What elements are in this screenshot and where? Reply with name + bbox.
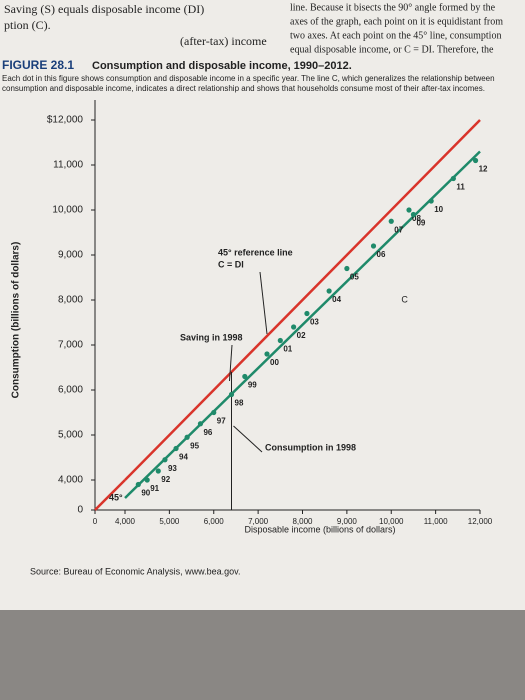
x-tick-label: 7,000 xyxy=(248,517,269,526)
data-point xyxy=(291,324,297,330)
point-label: 05 xyxy=(350,273,359,282)
point-label: 90 xyxy=(141,489,150,498)
data-point xyxy=(135,481,141,488)
x-tick-label: 0 xyxy=(93,517,98,526)
point-label: 03 xyxy=(310,318,319,327)
point-label: 12 xyxy=(479,165,488,174)
y-tick-label: 4,000 xyxy=(58,475,83,486)
point-label: 00 xyxy=(270,358,279,367)
point-label: 09 xyxy=(416,219,425,228)
data-point xyxy=(155,468,161,474)
book-page xyxy=(0,0,525,610)
page-text: axes of the graph, each point on it is e… xyxy=(290,16,503,27)
point-label: 97 xyxy=(217,417,226,426)
point-label: 04 xyxy=(332,295,341,304)
data-point xyxy=(326,288,332,294)
point-label: 92 xyxy=(161,475,170,484)
point-label: 10 xyxy=(434,205,443,214)
data-point xyxy=(144,477,150,483)
data-point xyxy=(277,337,283,344)
page-text: line. Because it bisects the 90° angle f… xyxy=(290,2,496,13)
y-tick-label: 9,000 xyxy=(58,250,83,261)
y-tick-label: 10,000 xyxy=(52,205,83,216)
x-tick-label: 11,000 xyxy=(424,517,448,526)
y-tick-label: 7,000 xyxy=(58,340,83,351)
pointer xyxy=(259,271,268,335)
data-point xyxy=(264,351,270,357)
series-line xyxy=(124,150,481,499)
series-line xyxy=(124,119,481,481)
point-label: 11 xyxy=(456,183,465,192)
data-point xyxy=(228,391,235,398)
data-point xyxy=(197,421,204,427)
y-tick-label: 11,000 xyxy=(53,160,83,171)
page-text: ption (C). xyxy=(4,18,51,32)
y-tick-label: 6,000 xyxy=(58,385,83,396)
legend-label: C xyxy=(401,294,408,304)
annotation: 45° xyxy=(109,492,123,502)
y-tick-label: 0 xyxy=(77,505,83,516)
point-label: 07 xyxy=(394,225,403,234)
annotation: Consumption in 1998 xyxy=(265,442,356,452)
point-label: 91 xyxy=(150,484,159,493)
x-tick-label: 9,000 xyxy=(337,517,358,526)
point-label: 94 xyxy=(179,453,188,462)
legend-label: C = DI xyxy=(218,259,244,269)
x-tick-label: 5,000 xyxy=(159,517,180,526)
origin-line xyxy=(94,479,126,511)
x-tick-label: 8,000 xyxy=(292,517,313,526)
data-point xyxy=(406,207,412,213)
page-text: two axes. At each point on the 45° line,… xyxy=(290,30,501,41)
y-axis-label: Consumption (billions of dollars) xyxy=(11,242,22,399)
caption-box: Each dot in this figure shows consumptio… xyxy=(2,74,495,93)
data-point xyxy=(211,409,217,416)
data-point xyxy=(388,218,394,224)
x-tick-label: 10,000 xyxy=(379,517,404,526)
x-tick-label: 12,000 xyxy=(468,517,493,526)
x-tick-label: 6,000 xyxy=(204,517,225,526)
point-label: 98 xyxy=(235,399,244,408)
data-point xyxy=(428,198,434,204)
figure-title: Consumption and disposable income, 1990–… xyxy=(92,60,352,72)
annotation: 45° reference line xyxy=(218,247,293,257)
data-point xyxy=(410,211,417,218)
data-point xyxy=(162,457,168,463)
data-point xyxy=(450,175,456,182)
x-tick-label: 4,000 xyxy=(115,517,136,526)
annotation: Saving in 1998 xyxy=(180,332,243,342)
point-label: 08 xyxy=(412,214,421,223)
point-label: 96 xyxy=(203,428,212,437)
point-label: 93 xyxy=(168,464,177,473)
y-tick-label: $12,000 xyxy=(47,115,84,126)
point-label: 06 xyxy=(377,250,386,259)
data-point xyxy=(184,434,190,440)
data-point xyxy=(242,373,248,380)
point-label: 95 xyxy=(190,441,199,450)
pointer xyxy=(233,425,263,453)
point-label: 99 xyxy=(248,381,257,390)
y-tick-label: 8,000 xyxy=(58,295,83,306)
caption: Each dot in this figure shows consumptio… xyxy=(2,74,495,93)
data-point xyxy=(370,243,377,249)
data-point xyxy=(173,445,179,452)
page-text: Saving (S) equals disposable income (DI) xyxy=(4,2,204,16)
data-point xyxy=(472,157,479,164)
figure-number: FIGURE 28.1 xyxy=(2,58,74,72)
point-label: 02 xyxy=(297,331,306,340)
page-text: (after-tax) income xyxy=(180,34,267,48)
page-text: equal disposable income, or C = DI. Ther… xyxy=(290,44,494,55)
x-axis-label: Disposable income (billions of dollars) xyxy=(244,524,395,534)
data-point xyxy=(344,265,350,272)
data-point xyxy=(304,310,310,317)
pointer xyxy=(229,344,233,382)
y-tick-label: 5,000 xyxy=(58,430,83,441)
source: Source: Bureau of Economic Analysis, www… xyxy=(30,566,240,576)
point-label: 01 xyxy=(283,345,292,354)
